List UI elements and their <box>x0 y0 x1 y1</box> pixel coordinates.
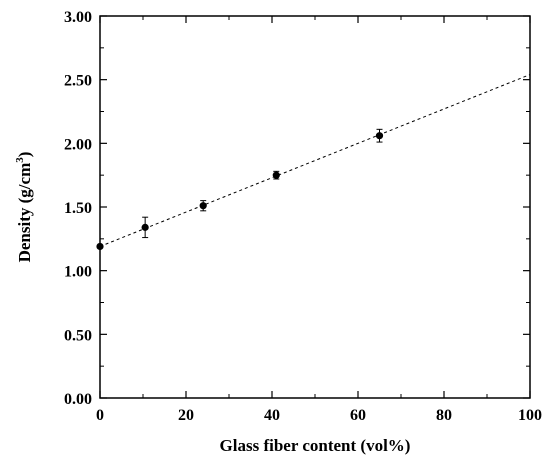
data-point <box>272 171 280 179</box>
x-tick-label: 80 <box>436 407 452 424</box>
data-point <box>375 132 384 140</box>
y-tick-label: 2.50 <box>64 73 92 90</box>
data-point <box>141 223 149 231</box>
y-axis-title-sup: 3 <box>14 157 26 163</box>
y-tick-label: 1.00 <box>64 264 92 281</box>
fit-line-group <box>99 74 531 247</box>
y-tick-label: 1.50 <box>64 200 92 217</box>
y-tick-label: 0.00 <box>64 391 92 408</box>
x-tick-labels: 0 20 40 60 80 100 <box>96 407 542 424</box>
y-axis-title: Density (g/cm3) <box>14 152 34 263</box>
data-points <box>96 128 384 251</box>
axis-ticks <box>99 15 531 399</box>
x-tick-label: 20 <box>178 407 194 424</box>
y-tick-labels: 0.00 0.50 1.00 1.50 2.00 2.50 3.00 <box>64 9 92 408</box>
y-axis-title-main: Density (g/cm <box>15 163 34 263</box>
x-tick-label: 0 <box>96 407 104 424</box>
y-axis-title-end: ) <box>15 152 34 158</box>
x-tick-label: 40 <box>264 407 280 424</box>
y-tick-label: 3.00 <box>64 9 92 26</box>
y-tick-label: 0.50 <box>64 327 92 344</box>
plot-frame <box>99 15 531 399</box>
x-axis-title: Glass fiber content (vol%) <box>220 436 411 455</box>
data-point <box>96 242 104 251</box>
x-tick-label: 100 <box>518 407 542 424</box>
data-point <box>199 202 207 210</box>
x-tick-label: 60 <box>350 407 366 424</box>
fit-line <box>99 74 531 247</box>
y-tick-label: 2.00 <box>64 136 92 153</box>
